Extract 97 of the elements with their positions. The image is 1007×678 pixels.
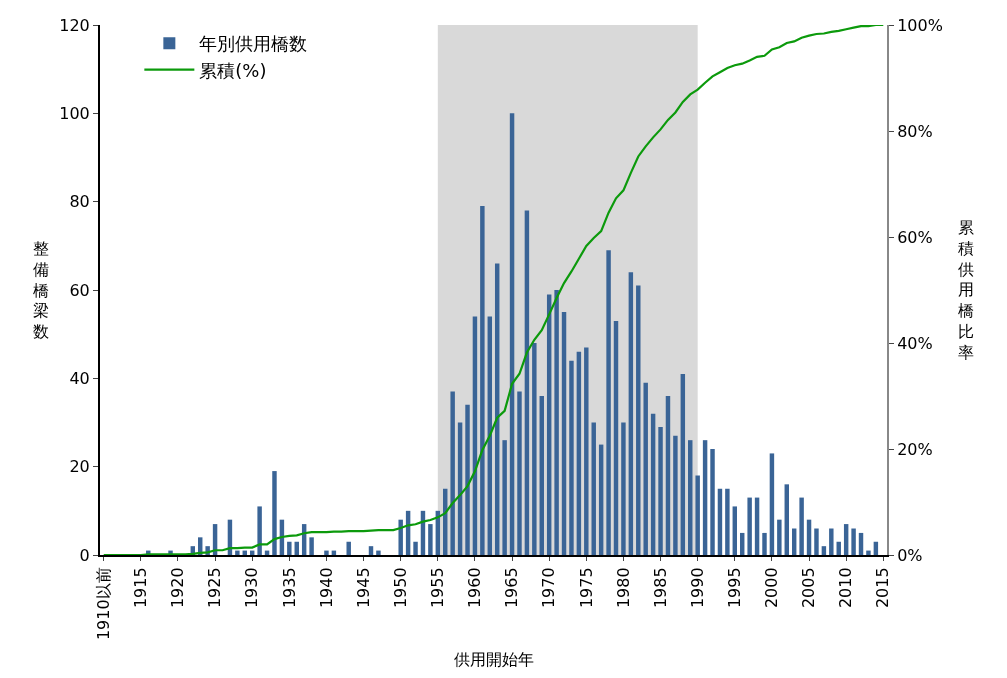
x-tick-label: 1945	[353, 567, 373, 609]
x-tick-label: 1915	[131, 567, 151, 609]
y-tick-label: 20	[69, 457, 90, 477]
bar	[576, 351, 582, 555]
bar	[517, 391, 522, 555]
bar	[346, 541, 351, 555]
bar	[613, 320, 619, 555]
line-series	[102, 25, 885, 555]
y2-tick-label: 80%	[897, 121, 933, 141]
bar	[532, 343, 537, 555]
bar	[287, 541, 292, 555]
bar	[569, 360, 574, 555]
bar	[814, 528, 819, 555]
bar	[502, 440, 507, 555]
bar	[688, 440, 693, 555]
bar	[695, 475, 700, 555]
bar	[843, 524, 849, 555]
bar	[554, 290, 559, 555]
y2-tick-label: 100%	[897, 15, 943, 35]
bar	[465, 404, 470, 555]
x-axis-title: 供用開始年	[453, 650, 534, 670]
bar	[739, 532, 745, 555]
bar	[650, 413, 656, 555]
x-tick-label: 1960	[465, 567, 485, 609]
bar	[598, 444, 604, 555]
bar	[324, 550, 329, 555]
y-tick-label: 80	[69, 192, 90, 212]
bar	[413, 541, 418, 555]
bar	[702, 440, 708, 555]
x-tick-label: 1925	[205, 567, 225, 609]
bar	[309, 537, 314, 555]
bar	[725, 488, 730, 555]
bar	[606, 250, 611, 555]
bar	[368, 546, 374, 555]
bar	[732, 506, 738, 555]
x-tick-label: 2005	[799, 567, 819, 609]
bar	[851, 528, 856, 555]
bar	[665, 396, 671, 555]
x-tick-label: 1910以前	[93, 567, 113, 641]
y2-tick-label: 40%	[897, 333, 933, 353]
x-tick-label: 1970	[539, 567, 559, 609]
y-tick-label: 0	[79, 545, 90, 565]
y-tick-label: 100	[59, 103, 90, 123]
bar	[539, 396, 544, 555]
bar	[747, 497, 752, 555]
bar	[257, 506, 262, 555]
bar	[621, 422, 626, 555]
y-axis-title: 整備橋梁数	[33, 239, 49, 342]
x-tick-label: 1950	[390, 567, 410, 609]
bar	[376, 550, 381, 555]
x-tick-label: 1935	[279, 567, 299, 609]
y2-tick-label: 20%	[897, 439, 933, 459]
x-tick-label: 1985	[650, 567, 670, 609]
y-tick-label: 40	[69, 368, 90, 388]
bar	[777, 519, 782, 555]
bar	[643, 382, 648, 555]
bar	[428, 524, 433, 555]
legend-label: 年別供用橋数	[199, 33, 308, 55]
y-tick-label: 60	[69, 280, 90, 300]
bar	[658, 426, 663, 555]
bar	[762, 532, 767, 555]
x-tick-label: 1965	[502, 567, 522, 609]
x-tick-label: 1980	[613, 567, 633, 609]
bar	[769, 453, 775, 555]
bar	[710, 449, 715, 555]
x-tick-label: 1940	[316, 567, 336, 609]
bar	[784, 484, 789, 555]
bar	[480, 206, 485, 555]
bar	[858, 532, 864, 555]
bar	[821, 546, 827, 555]
x-tick-label: 1955	[428, 567, 448, 609]
bar	[584, 347, 589, 555]
bar	[799, 497, 804, 555]
bar	[561, 312, 567, 555]
x-tick-label: 2015	[873, 567, 893, 609]
y2-tick-label: 60%	[897, 227, 933, 247]
bar	[628, 272, 634, 555]
y-tick-label: 120	[59, 15, 90, 35]
bar	[829, 528, 834, 555]
bar	[680, 373, 686, 555]
bar	[866, 550, 871, 555]
bar	[450, 391, 455, 555]
x-tick-label: 1920	[168, 567, 188, 609]
bar	[272, 471, 277, 555]
x-tick-label: 1990	[687, 567, 707, 609]
bar	[673, 435, 678, 555]
bar	[398, 519, 403, 555]
y2-axis-title: 累積供用橋比率	[958, 218, 974, 362]
bar	[636, 285, 641, 555]
x-tick-label: 1930	[242, 567, 262, 609]
bar	[235, 550, 240, 555]
x-tick-label: 2000	[762, 567, 782, 609]
x-tick-label: 1995	[725, 567, 744, 609]
x-tick-label: 1975	[576, 567, 596, 609]
legend-label: 累積(%)	[199, 59, 267, 81]
x-tick-label: 2010	[836, 567, 856, 609]
y2-tick-label: 0%	[897, 545, 923, 565]
